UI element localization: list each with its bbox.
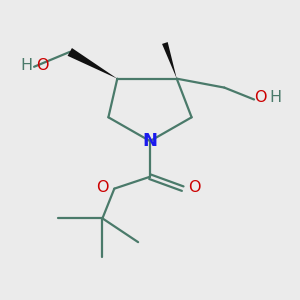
Text: O: O — [254, 91, 267, 106]
Text: O: O — [97, 180, 109, 195]
Polygon shape — [162, 42, 177, 79]
Text: H: H — [269, 91, 281, 106]
Text: O: O — [188, 180, 200, 195]
Text: O: O — [36, 58, 49, 73]
Text: H: H — [20, 58, 33, 73]
Text: N: N — [142, 132, 158, 150]
Polygon shape — [68, 48, 117, 79]
